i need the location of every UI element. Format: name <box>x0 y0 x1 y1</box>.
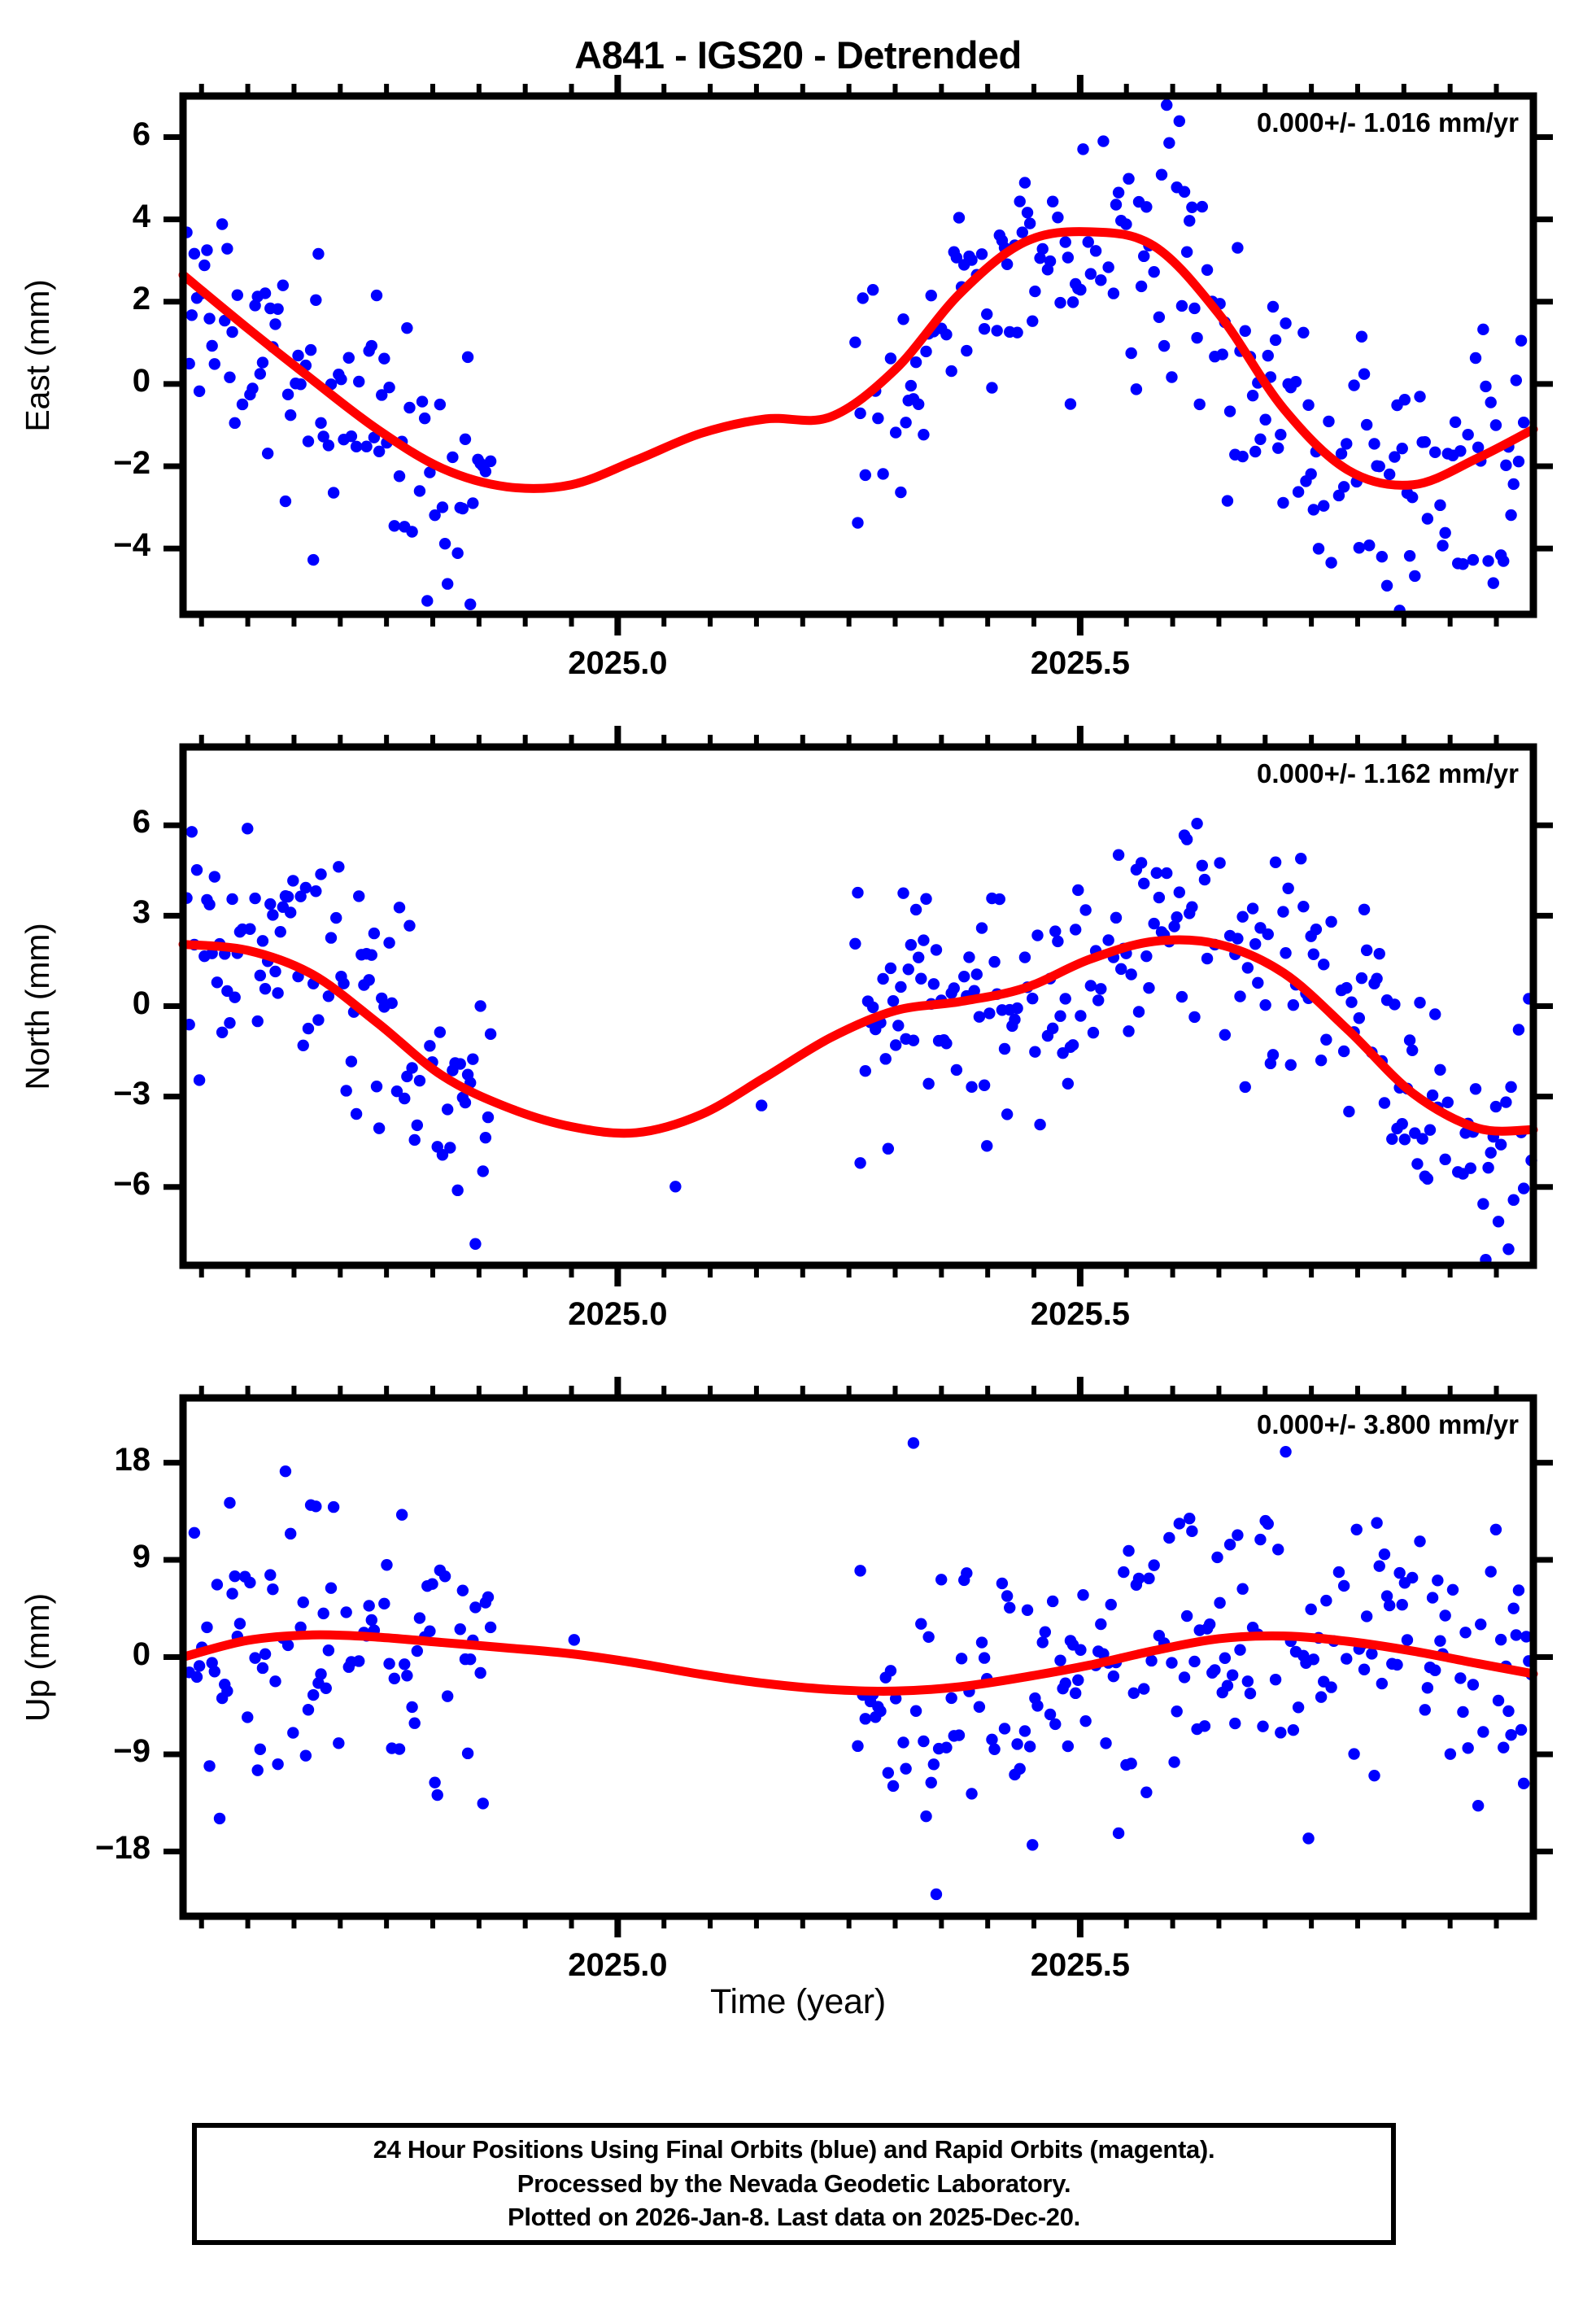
panel-east: 6 4 2 0 −2 −4 East (mm) 0.000+/- 1.016 mm/yr 202… <box>19 75 1553 681</box>
x-tick-label: 2025.5 <box>1030 645 1131 681</box>
y-tick-label: −4 <box>113 527 150 564</box>
x-tick-label: 2025.0 <box>568 645 668 681</box>
y-tick-label: 3 <box>132 894 150 931</box>
x-tick-label: 2025.0 <box>568 1947 668 1983</box>
panel-north: 6 3 0 −3 −6 North (mm) 0.000+/- 1.162 mm/yr 202… <box>19 726 1553 1332</box>
footer-line-2: Processed by the Nevada Geodetic Laborat… <box>517 2168 1071 2198</box>
y-axis-label: North (mm) <box>19 922 56 1090</box>
page-title: A841 - IGS20 - Detrended <box>574 33 1022 76</box>
rate-annotation: 0.000+/- 1.016 mm/yr <box>1257 107 1519 138</box>
y-tick-label: −6 <box>113 1165 150 1202</box>
y-tick-label: −9 <box>113 1732 150 1769</box>
x-tick-label: 2025.0 <box>568 1296 668 1332</box>
plot-frame <box>179 92 1537 618</box>
y-tick-label: 2 <box>132 280 150 317</box>
footer-line-3: Plotted on 2026-Jan-8. Last data on 2025… <box>507 2203 1080 2232</box>
fit-curve <box>178 935 1538 1138</box>
y-tick-label: 0 <box>132 1636 150 1672</box>
y-tick-label: 4 <box>132 198 150 234</box>
plot-area-east <box>164 75 1553 635</box>
footer-line-1: 24 Hour Positions Using Final Orbits (bl… <box>373 2134 1215 2164</box>
plot-area-north <box>164 726 1553 1286</box>
scatter-points <box>183 1437 1537 1901</box>
plot-frame <box>179 1394 1537 1920</box>
panel-up: 18 9 0 −9 −18 Up (mm) 0.000+/- 3.800 mm/yr 2025… <box>19 1377 1553 1983</box>
rate-annotation: 0.000+/- 1.162 mm/yr <box>1257 758 1519 788</box>
y-tick-label: 6 <box>132 116 150 152</box>
y-tick-label: −3 <box>113 1075 150 1112</box>
y-tick-label: 9 <box>132 1539 150 1575</box>
scatter-points <box>181 98 1530 617</box>
x-tick-label: 2025.5 <box>1030 1296 1131 1332</box>
rate-annotation: 0.000+/- 3.800 mm/yr <box>1257 1409 1519 1439</box>
fit-curve <box>178 1630 1538 1696</box>
plot-area-up <box>164 1377 1553 1937</box>
y-tick-label: 6 <box>132 804 150 841</box>
x-axis-title: Time (year) <box>710 1982 886 2021</box>
y-tick-label: −2 <box>113 445 150 481</box>
y-tick-label: 18 <box>114 1441 151 1478</box>
y-axis-label: East (mm) <box>19 278 56 432</box>
x-axis-ticks <box>164 726 1553 1286</box>
y-tick-label: −18 <box>95 1830 150 1867</box>
y-tick-label: 0 <box>132 985 150 1021</box>
fit-curve <box>178 227 1538 493</box>
x-tick-label: 2025.5 <box>1030 1947 1131 1983</box>
footer-note-box: 24 Hour Positions Using Final Orbits (bl… <box>192 2123 1396 2245</box>
y-tick-label: 0 <box>132 362 150 399</box>
y-axis-label: Up (mm) <box>19 1592 56 1722</box>
scatter-points <box>181 817 1537 1266</box>
x-axis-ticks <box>164 1377 1553 1937</box>
x-axis-ticks <box>164 75 1553 635</box>
